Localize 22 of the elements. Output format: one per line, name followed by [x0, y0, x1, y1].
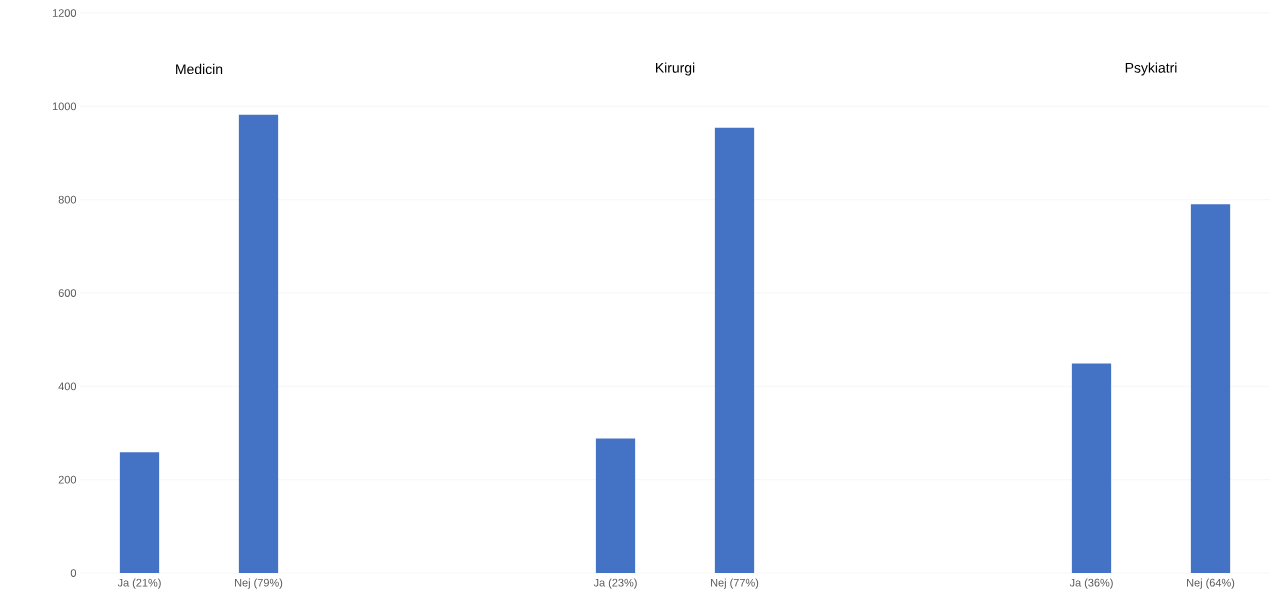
x-tick-label: Ja (23%)	[593, 578, 637, 589]
bar	[595, 438, 636, 573]
annotation: Kirurgi	[655, 62, 695, 76]
annotation: Medicin	[176, 63, 223, 75]
bar	[1071, 363, 1112, 573]
y-tick-label: 1200	[52, 9, 77, 17]
y-tick-label: 400	[58, 382, 77, 391]
y-tick-label: 600	[58, 289, 77, 297]
x-tick-label: Nej (79%)	[235, 578, 283, 589]
x-tick-label: Ja (21%)	[117, 578, 161, 589]
y-tick-label: 200	[58, 475, 77, 484]
bar	[1190, 204, 1231, 573]
bar	[238, 114, 279, 573]
bar	[119, 452, 160, 573]
x-tick-label: Ja (36%)	[1069, 578, 1113, 589]
bar	[714, 127, 755, 573]
annotation: Psykiatri	[1125, 62, 1177, 76]
y-tick-label: 1000	[52, 102, 77, 111]
x-tick-label: Nej (64%)	[1187, 578, 1235, 589]
x-tick-label: Nej (77%)	[711, 578, 759, 589]
y-tick-label: 0	[70, 569, 77, 577]
y-tick-label: 800	[58, 195, 77, 204]
